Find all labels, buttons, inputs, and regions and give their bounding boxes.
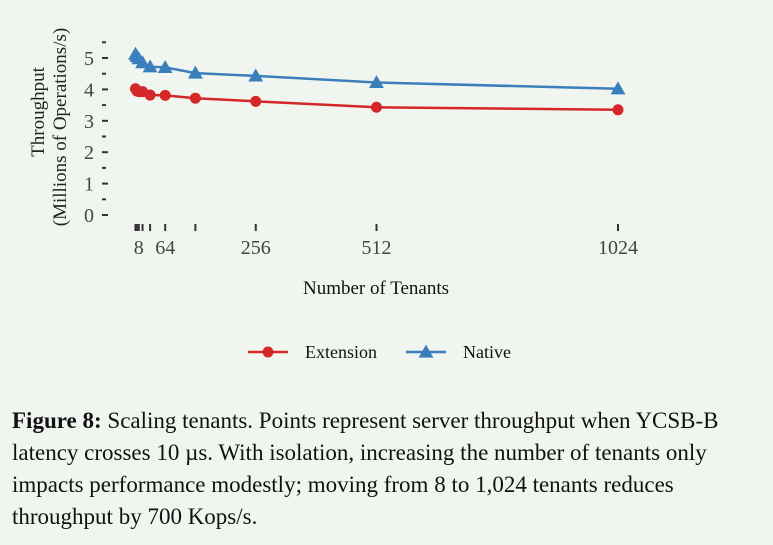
x-tick-label: 1024 (598, 237, 638, 259)
caption-text: Scaling tenants. Points represent server… (12, 408, 719, 529)
legend-item-extension: Extension (248, 342, 377, 362)
y-tick-label: 3 (84, 111, 94, 133)
data-point (248, 68, 264, 82)
y-tick-label: 1 (84, 174, 94, 196)
data-point (612, 104, 624, 116)
data-point (371, 101, 382, 113)
y-axis-title-line2: (Millions of Operations/s) (50, 28, 71, 226)
data-point (418, 344, 434, 358)
data-point (159, 89, 171, 101)
x-tick-label: 8 (134, 237, 144, 259)
series-native (128, 46, 626, 95)
x-tick-label: 256 (241, 237, 271, 259)
data-point (144, 89, 156, 101)
series-layer (128, 46, 626, 116)
data-point (189, 92, 201, 104)
data-point (250, 95, 262, 107)
x-tick-label: 64 (155, 237, 175, 259)
y-tick-label: 0 (84, 205, 94, 227)
figure-caption: Figure 8: Scaling tenants. Points repres… (12, 405, 764, 533)
y-axis-title: Throughput (Millions of Operations/s) (28, 28, 71, 226)
y-axis-title-line1: Throughput (28, 66, 49, 156)
data-point (369, 75, 384, 89)
caption-label: Figure 8: (12, 408, 102, 433)
data-point (157, 59, 173, 73)
legend: Extension Native (248, 342, 511, 362)
y-tick-label: 2 (84, 142, 94, 164)
data-point (135, 55, 150, 69)
data-point (142, 59, 158, 73)
legend-label: Native (463, 342, 511, 362)
y-tick-label: 5 (84, 48, 94, 70)
x-axis: 8 64 256 512 1024 (134, 224, 638, 259)
y-axis: 0 1 2 3 4 5 (84, 41, 108, 227)
series-extension (129, 83, 624, 116)
data-point (610, 81, 626, 95)
data-point (262, 346, 274, 358)
y-tick-label: 4 (84, 79, 94, 101)
x-tick-label: 512 (362, 237, 392, 259)
legend-item-native: Native (406, 342, 511, 362)
legend-label: Extension (305, 342, 377, 362)
x-axis-title: Number of Tenants (303, 278, 449, 299)
data-point (187, 65, 203, 79)
chart: Throughput (Millions of Operations/s) 0 1… (28, 28, 638, 362)
